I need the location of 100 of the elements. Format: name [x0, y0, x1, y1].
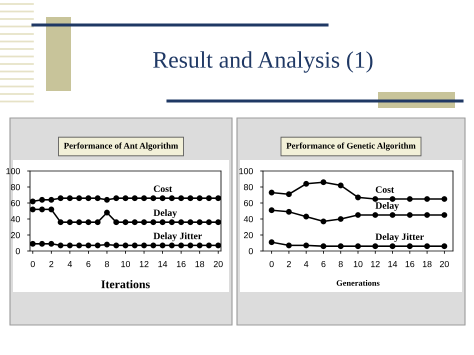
point [48, 240, 54, 247]
point [104, 196, 110, 203]
point [122, 242, 128, 248]
y-tick-label: 0 [16, 248, 20, 254]
point [168, 242, 175, 248]
point [150, 219, 156, 226]
x-tick-label: 12 [371, 260, 380, 268]
point [303, 180, 310, 187]
point [76, 242, 82, 248]
point [76, 219, 82, 226]
point [160, 219, 166, 226]
x-tick-label: 0 [30, 260, 35, 268]
point [406, 243, 413, 250]
y-tick-label: 60 [10, 200, 20, 206]
chart-title: Performance of Genetic Algorithm [286, 142, 416, 151]
point [58, 219, 64, 226]
point [104, 242, 110, 248]
point [196, 219, 203, 226]
point [178, 242, 184, 248]
point [85, 195, 92, 202]
point [268, 239, 275, 246]
point [94, 195, 101, 202]
x-tick-label: 12 [140, 260, 148, 268]
point [338, 216, 344, 222]
point [424, 196, 430, 202]
point [76, 195, 82, 202]
point [196, 242, 203, 248]
point [320, 218, 326, 224]
point [160, 242, 166, 248]
x-tick-label: 10 [354, 260, 363, 268]
point [372, 212, 378, 218]
point [441, 243, 448, 250]
x-tick-label: 8 [104, 260, 110, 268]
point [286, 191, 292, 198]
x-tick-label: 10 [121, 260, 130, 268]
x-tick-label: 18 [195, 260, 204, 268]
y-tick-label: 100 [239, 168, 253, 174]
point [390, 212, 396, 218]
x-tick-label: 18 [422, 260, 432, 268]
point [150, 242, 156, 248]
point [94, 219, 101, 226]
point [206, 242, 212, 248]
point [39, 196, 45, 203]
series-label: Delay Jitter [153, 232, 202, 242]
point [122, 219, 128, 226]
series-label: Delay Jitter [375, 233, 424, 242]
y-tick-label: 0 [248, 248, 253, 254]
point [58, 195, 64, 202]
point [150, 195, 156, 202]
point [113, 219, 120, 226]
point [424, 212, 430, 218]
point [338, 182, 344, 188]
x-tick-label: 20 [440, 260, 449, 268]
point [160, 195, 166, 202]
y-tick-label: 40 [244, 216, 253, 222]
point [178, 219, 184, 226]
chart-title: Performance of Ant Algorithm [64, 142, 178, 151]
point [39, 206, 45, 212]
point [206, 195, 212, 202]
point [355, 212, 361, 218]
point [113, 242, 120, 248]
point [268, 207, 275, 214]
point [66, 242, 73, 248]
x-tick-label: 0 [270, 260, 274, 268]
point [206, 219, 212, 226]
point [215, 219, 221, 226]
y-tick-label: 20 [10, 232, 20, 238]
point [94, 242, 101, 248]
point [85, 242, 92, 248]
x-tick-label: 16 [176, 260, 186, 268]
point [168, 195, 175, 202]
point [66, 195, 73, 202]
point [66, 219, 73, 226]
point [39, 240, 45, 247]
point [372, 243, 378, 250]
x-tick-label: 8 [338, 260, 343, 268]
point [187, 219, 194, 226]
point [372, 196, 378, 202]
point [30, 240, 36, 247]
point [30, 198, 36, 204]
y-tick-label: 60 [244, 200, 253, 206]
point [168, 219, 175, 226]
point [286, 242, 292, 248]
point [355, 194, 361, 200]
point [48, 196, 54, 203]
series-label: Cost [154, 186, 172, 192]
point [286, 208, 292, 215]
point [303, 242, 310, 248]
point [48, 206, 54, 212]
point [390, 196, 396, 202]
y-tick-label: 80 [10, 184, 20, 190]
x-tick-label: 6 [86, 260, 90, 268]
x-axis-title: Generations [336, 280, 380, 286]
point [268, 190, 275, 196]
x-tick-label: 14 [388, 261, 398, 268]
point [141, 219, 147, 226]
point [113, 195, 120, 202]
point [104, 210, 110, 216]
point [406, 196, 413, 202]
y-tick-label: 80 [244, 184, 253, 190]
